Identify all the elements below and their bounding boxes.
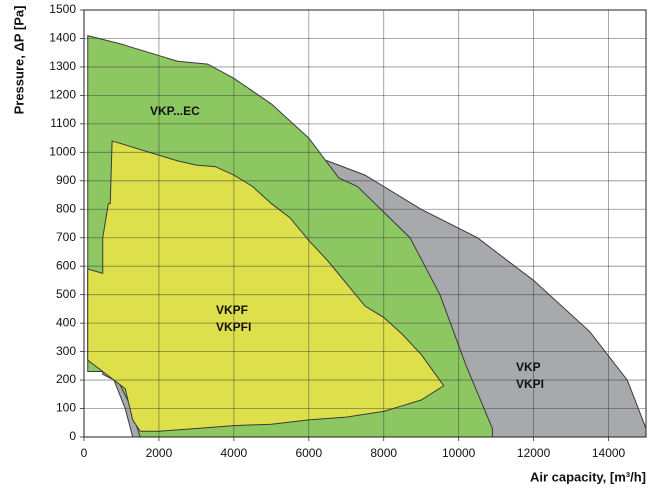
region-label: VKPFI [216,320,251,334]
y-tick-label: 1200 [49,88,76,102]
y-tick-label: 700 [56,230,76,244]
x-tick-label: 10000 [442,446,476,460]
x-tick-label: 12000 [517,446,551,460]
y-tick-label: 300 [56,344,76,358]
y-tick-label: 900 [56,173,76,187]
region-label: VKP [516,360,541,374]
plot-frame [83,9,647,438]
x-tick-label: 14000 [592,446,626,460]
x-tick-label: 6000 [295,446,322,460]
y-tick-label: 1100 [50,116,76,130]
y-tick-label: 600 [56,258,76,272]
region [87,140,445,432]
x-tick-label: 4000 [221,446,248,460]
y-tick-label: 100 [56,401,76,415]
y-tick-label: 800 [56,201,76,215]
region-label: VKPI [516,377,544,391]
region-label: VKP...EC [150,104,200,118]
x-axis-label: Air capacity, [m³/h] [530,469,646,484]
y-tick-label: 1400 [49,31,76,45]
y-tick-label: 200 [56,372,76,386]
y-tick-label: 0 [69,429,76,443]
y-tick-label: 1300 [49,59,76,73]
x-tick-label: 2000 [146,446,173,460]
y-tick-label: 400 [56,315,76,329]
y-tick-label: 1500 [49,2,76,16]
x-tick-label: 0 [81,446,88,460]
y-tick-label: 1000 [49,145,76,159]
y-tick-label: 500 [56,287,76,301]
y-axis-label: Pressure, ΔP [Pa] [11,6,26,115]
x-tick-label: 8000 [370,446,397,460]
region-label: VKPF [216,303,248,317]
